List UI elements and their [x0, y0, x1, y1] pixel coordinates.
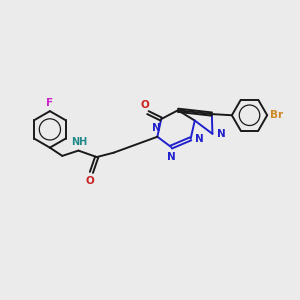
Text: Br: Br: [270, 110, 283, 120]
Text: O: O: [140, 100, 149, 110]
Text: F: F: [46, 98, 53, 108]
Text: O: O: [86, 176, 94, 187]
Text: N: N: [217, 129, 225, 139]
Text: N: N: [167, 152, 175, 162]
Text: N: N: [152, 123, 160, 133]
Text: NH: NH: [71, 137, 87, 147]
Text: N: N: [195, 134, 203, 144]
